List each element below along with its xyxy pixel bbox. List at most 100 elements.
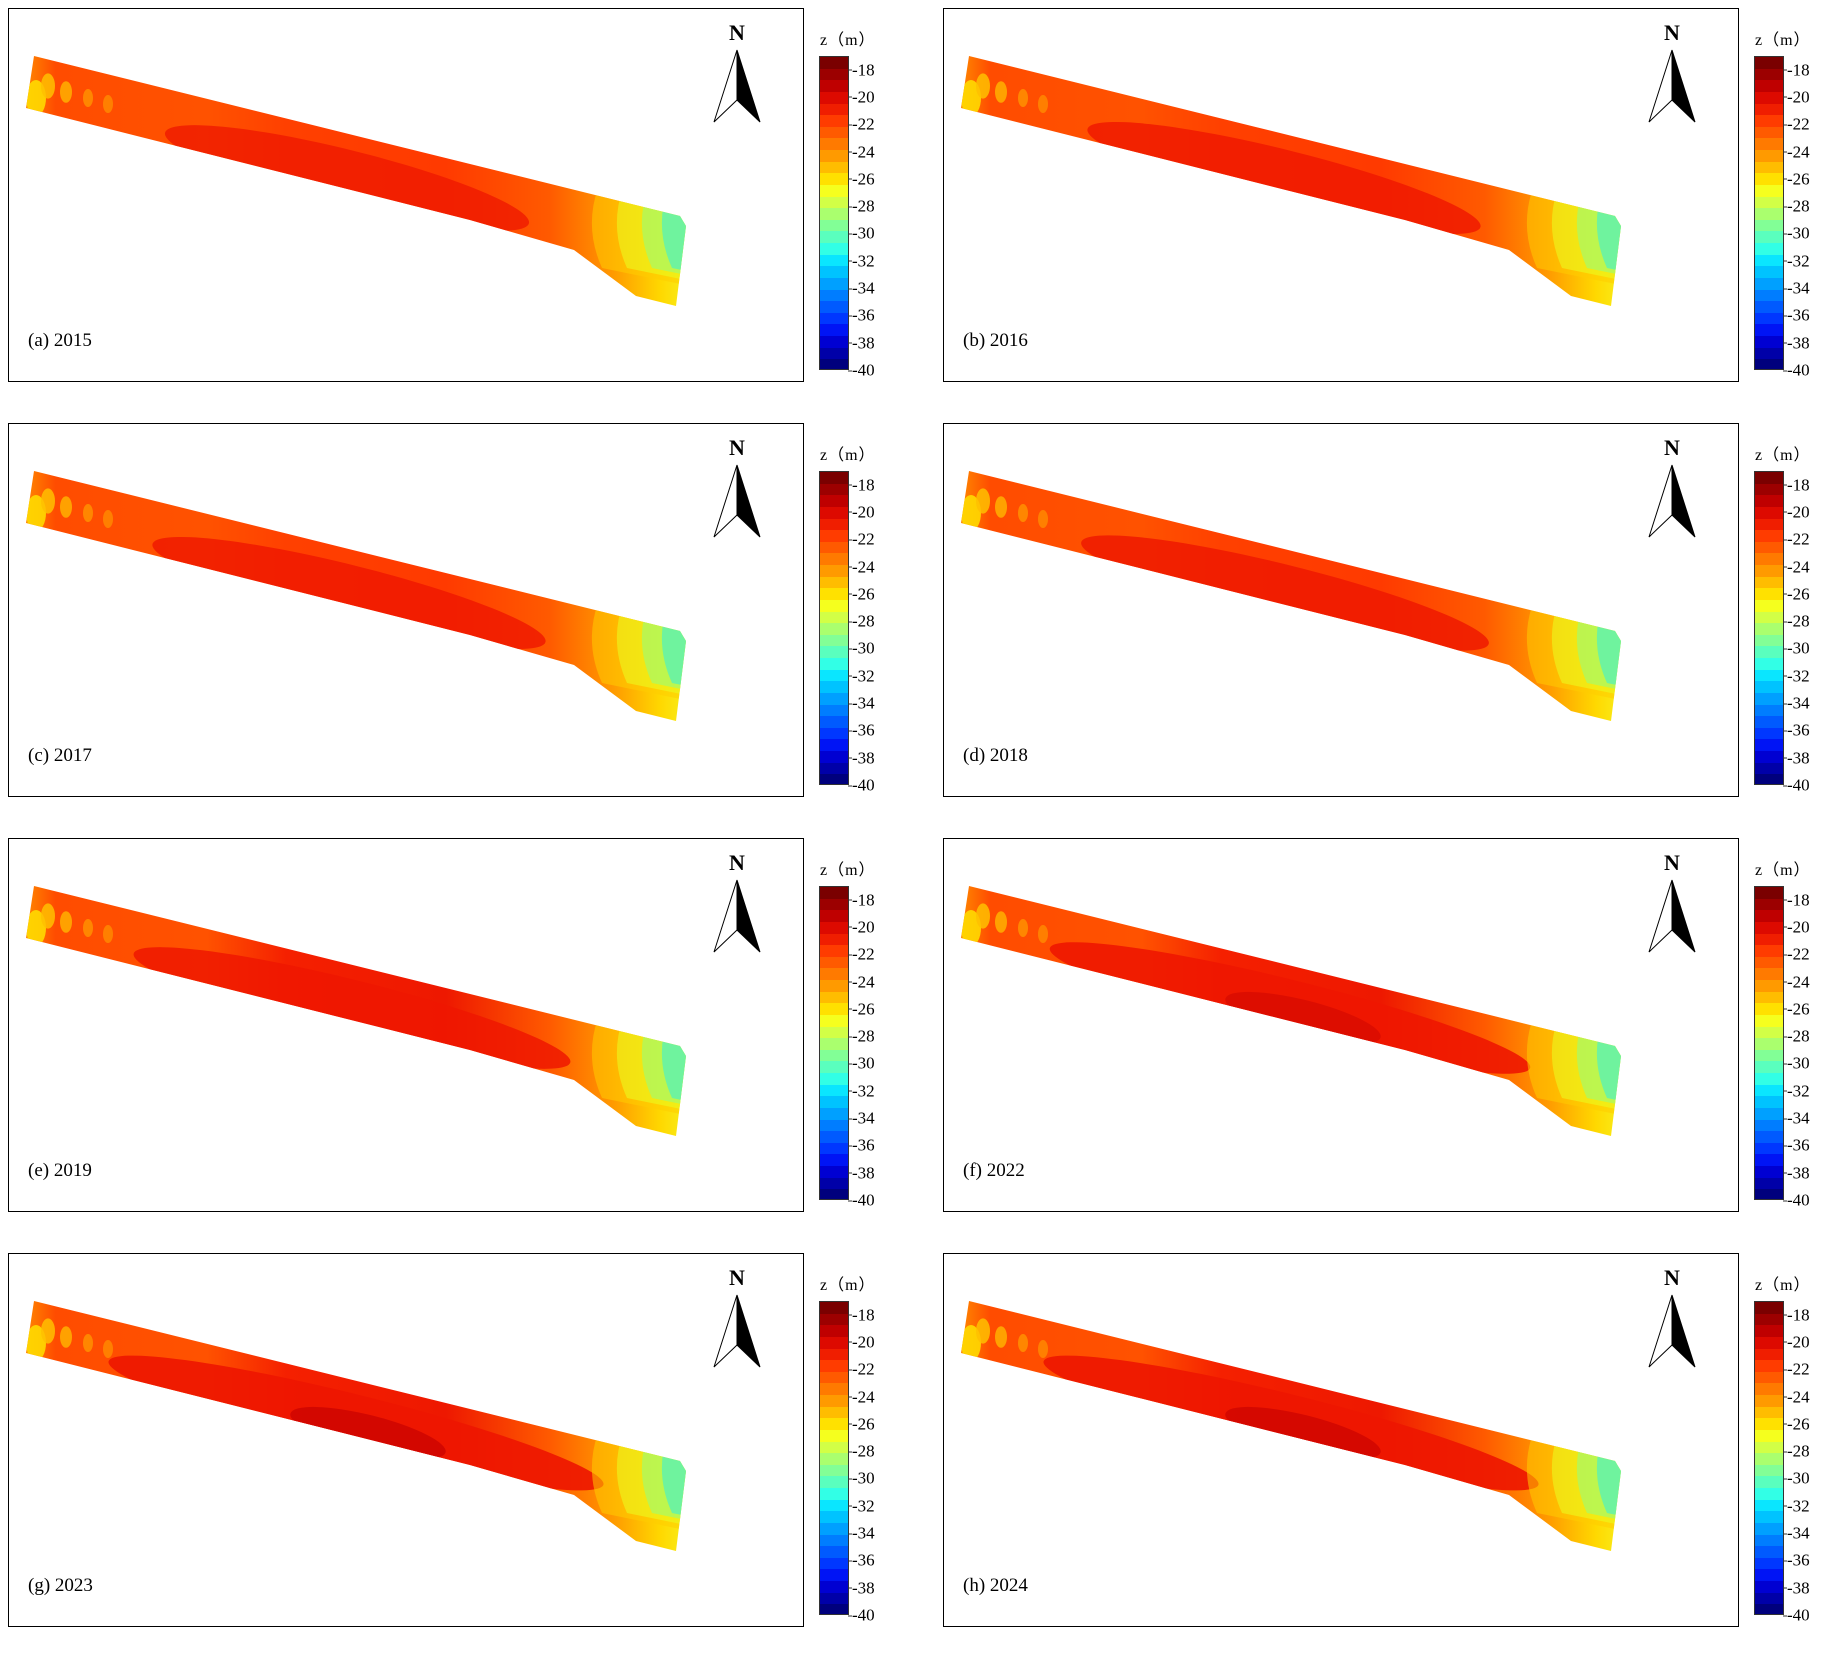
colorbar-segment <box>820 1177 848 1190</box>
colorbar-segment <box>820 68 848 81</box>
colorbar-tick-label: -38 <box>1783 1578 1810 1598</box>
colorbar-segment <box>820 1049 848 1062</box>
colorbar-segment <box>1755 173 1783 185</box>
north-letter: N <box>729 20 745 45</box>
colorbar-tick-label: -24 <box>1783 1387 1810 1407</box>
colorbar-segment <box>1755 219 1783 232</box>
panel-label: (a) 2015 <box>28 330 92 351</box>
north-arrow: N <box>702 20 772 124</box>
colorbar-segment <box>820 1003 848 1015</box>
colorbar-segment <box>820 324 848 336</box>
colorbar-tick-label: -24 <box>848 1387 875 1407</box>
colorbar-segment <box>820 634 848 647</box>
colorbar-segment <box>1755 576 1783 589</box>
colorbar-segment <box>820 1154 848 1166</box>
colorbar-segment <box>820 1604 848 1614</box>
colorbar-segment <box>1755 1003 1783 1015</box>
colorbar-tick-label: -32 <box>1783 251 1810 271</box>
colorbar-segment <box>1755 126 1783 139</box>
colorbar-tick-label: -18 <box>848 475 875 495</box>
colorbar-segment <box>820 1418 848 1430</box>
colorbar-tick-label: -18 <box>848 60 875 80</box>
colorbar-segment <box>820 173 848 185</box>
colorbar-segment <box>820 887 848 899</box>
colorbar-segment <box>1755 243 1783 255</box>
bathymetry-map <box>961 56 1621 306</box>
colorbar-segment <box>1755 530 1783 542</box>
colorbar-segment <box>820 1406 848 1419</box>
colorbar-segment <box>1755 1395 1783 1407</box>
colorbar-segment <box>820 1546 848 1558</box>
colorbar-segment <box>1755 1189 1783 1199</box>
colorbar-segment <box>1755 887 1783 899</box>
colorbar-segment <box>1755 956 1783 969</box>
colorbar-segment <box>1755 611 1783 624</box>
colorbar-segment <box>1755 1142 1783 1155</box>
colorbar-ticks: -18 -20 -22 -24 -26 -28 -30 -32 -34 -36 -38 -40 <box>848 886 932 1209</box>
colorbar-tick-label: -36 <box>1783 1550 1810 1570</box>
colorbar-segment <box>820 1534 848 1547</box>
colorbar-segment <box>1755 1107 1783 1120</box>
colorbar-tick-label: -26 <box>1783 584 1810 604</box>
colorbar-segment <box>1755 692 1783 705</box>
colorbar-segment <box>1755 138 1783 150</box>
colorbar-segment <box>1755 1604 1783 1614</box>
colorbar-segment <box>1755 1026 1783 1039</box>
colorbar-segment <box>1755 1546 1783 1558</box>
colorbar-segment <box>820 565 848 577</box>
north-letter: N <box>729 1265 745 1290</box>
colorbar-tick-label: -26 <box>848 584 875 604</box>
colorbar-segment <box>820 161 848 174</box>
colorbar-tick-label: -32 <box>1783 666 1810 686</box>
colorbar-tick-label: -22 <box>848 944 875 964</box>
colorbar-tick-label: -26 <box>848 999 875 1019</box>
colorbar-tick-label: -32 <box>848 1081 875 1101</box>
map-panel-6: (f) 2022 N z（m） -18 -20 -22 -24 -26 -28 -30 -32… <box>935 830 1830 1245</box>
colorbar-segment <box>1755 1119 1783 1132</box>
panel-label: (e) 2019 <box>28 1160 92 1181</box>
colorbar-segment <box>820 623 848 635</box>
colorbar-tick-label: -38 <box>1783 748 1810 768</box>
colorbar-tick-label: -20 <box>1783 502 1810 522</box>
colorbar-tick-label: -28 <box>1783 196 1810 216</box>
colorbar-segment <box>1755 103 1783 116</box>
colorbar-segment <box>1755 716 1783 728</box>
colorbar-tick-label: -18 <box>1783 60 1810 80</box>
colorbar-segment <box>820 762 848 775</box>
north-arrow: N <box>1637 20 1707 124</box>
colorbar-segment <box>1755 1418 1783 1430</box>
colorbar-segment <box>1755 1049 1783 1062</box>
colorbar-tick-label: -22 <box>848 1359 875 1379</box>
colorbar-unit-label: z（m） <box>820 32 876 49</box>
colorbar-segment <box>820 956 848 969</box>
colorbar-segment <box>1755 1383 1783 1395</box>
colorbar-segment <box>1755 910 1783 922</box>
colorbar-tick-label: -40 <box>848 775 875 795</box>
colorbar-segment <box>820 1166 848 1178</box>
colorbar-unit-label: z（m） <box>1755 447 1811 464</box>
colorbar-segment <box>820 1453 848 1465</box>
colorbar-tick-label: -40 <box>1783 1605 1810 1625</box>
colorbar-tick-label: -28 <box>1783 1441 1810 1461</box>
colorbar-segment <box>820 359 848 369</box>
colorbar-tick-label: -22 <box>1783 114 1810 134</box>
colorbar-segment <box>820 898 848 911</box>
colorbar-ticks: -18 -20 -22 -24 -26 -28 -30 -32 -34 -36 -38 -40 <box>1783 886 1830 1209</box>
colorbar-segment <box>820 277 848 290</box>
colorbar-tick-label: -30 <box>1783 1053 1810 1073</box>
colorbar-segment <box>820 518 848 531</box>
colorbar-segment <box>820 1488 848 1500</box>
colorbar-segment <box>1755 1557 1783 1570</box>
colorbar-segment <box>1755 991 1783 1004</box>
colorbar-segment <box>1755 921 1783 934</box>
colorbar-segment <box>820 1336 848 1349</box>
colorbar-segment <box>1755 933 1783 946</box>
colorbar-segment <box>820 208 848 220</box>
colorbar-segment <box>820 1581 848 1593</box>
colorbar-segment <box>1755 266 1783 278</box>
colorbar-segment <box>820 57 848 69</box>
colorbar-segment <box>820 588 848 600</box>
colorbar-ticks: -18 -20 -22 -24 -26 -28 -30 -32 -34 -36 -38 -40 <box>1783 56 1830 379</box>
colorbar-tick-label: -36 <box>1783 305 1810 325</box>
colorbar-tick-label: -22 <box>1783 529 1810 549</box>
